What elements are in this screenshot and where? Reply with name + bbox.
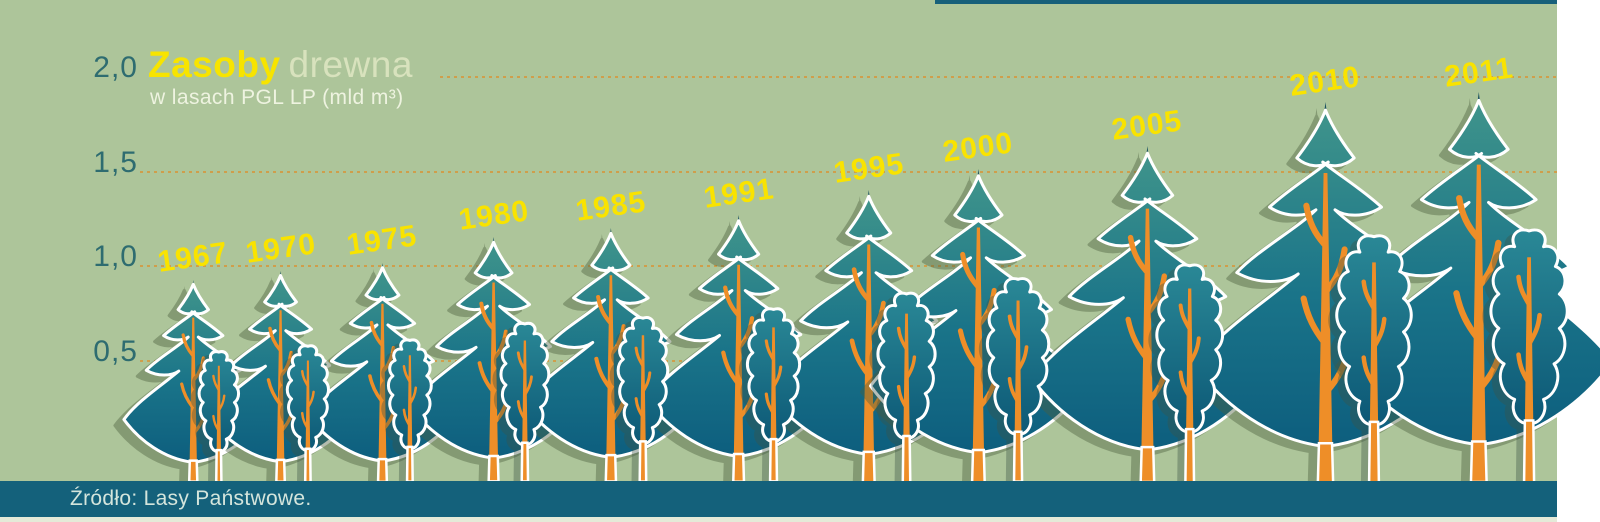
top-accent-strip [935,0,1557,4]
y-tick-label: 2,0 [93,51,138,84]
deciduous-tree-1995 [872,288,941,485]
deciduous-tree-2011 [1483,223,1575,486]
bottom-edge-strip [0,517,1557,522]
deciduous-tree-1980 [496,319,554,484]
y-tick-label: 1,5 [93,146,138,179]
gridline-2,0 [440,76,1557,78]
gridline-1,5 [140,171,1557,173]
source-text: Źródło: Lasy Państwowe. [70,487,312,510]
title-primary: Zasoby [148,44,281,85]
source-bar: Źródło: Lasy Państwowe. [0,481,1557,517]
deciduous-tree-1975 [384,336,436,484]
deciduous-tree-1967 [195,348,243,484]
y-tick-label: 1,0 [93,240,138,273]
y-tick-label: 0,5 [93,335,138,368]
title-secondary: drewna [288,44,413,85]
chart-title: Zasoby drewna [148,44,413,86]
deciduous-tree-1991 [742,304,805,484]
deciduous-tree-1970 [283,342,333,484]
deciduous-tree-2010 [1329,229,1419,486]
deciduous-tree-2005 [1150,259,1229,486]
deciduous-tree-1985 [613,313,673,484]
chart-subtitle: w lasach PGL LP (mld m³) [150,86,404,109]
deciduous-tree-2000 [981,273,1055,485]
